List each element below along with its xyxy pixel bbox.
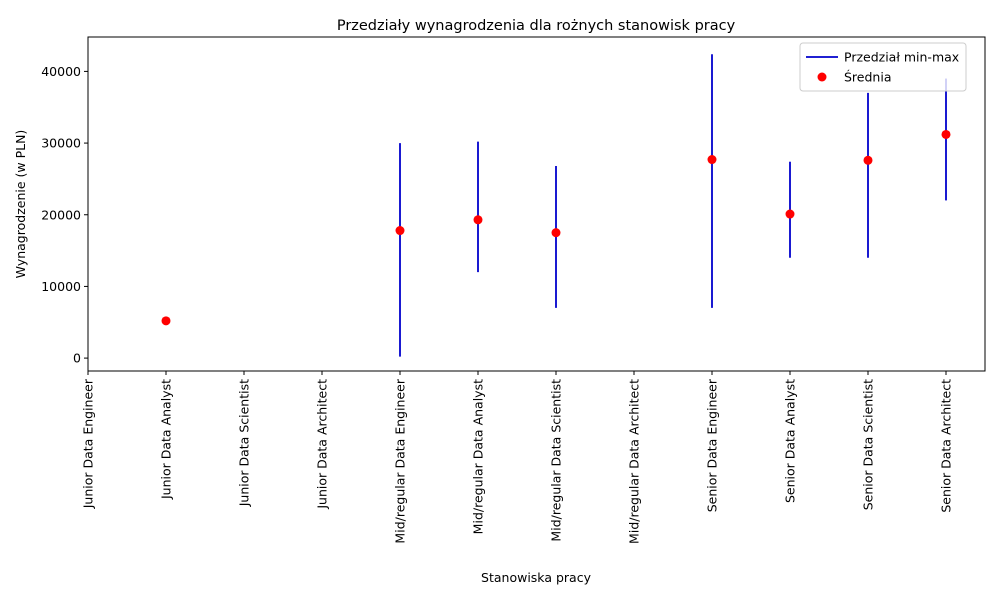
mean-point	[707, 155, 717, 165]
y-tick-label: 10000	[41, 279, 81, 294]
mean-point	[161, 316, 171, 326]
x-tick-label: Senior Data Analyst	[783, 379, 798, 503]
x-tick-label: Mid/regular Data Analyst	[471, 379, 486, 534]
x-axis-ticks: Junior Data Engineer Junior Data Analyst J…	[81, 371, 954, 544]
chart-title: Przedziały wynagrodzenia dla rożnych sta…	[337, 18, 736, 34]
mean-point	[395, 226, 405, 236]
mean-point	[941, 129, 951, 139]
x-tick-label: Junior Data Scientist	[237, 379, 252, 507]
y-axis-label: Wynagrodzenie (w PLN)	[13, 130, 28, 279]
y-tick-label: 30000	[41, 136, 81, 151]
axes-frame	[87, 36, 986, 372]
x-tick-label: Junior Data Architect	[315, 379, 330, 510]
x-tick-label: Mid/regular Data Architect	[627, 379, 642, 544]
mean-point	[785, 209, 795, 219]
mean-point	[551, 228, 561, 238]
y-tick-label: 40000	[41, 64, 81, 79]
y-tick-label: 0	[73, 351, 81, 366]
legend: Przedział min-max Średnia	[799, 42, 967, 92]
legend-range-label: Przedział min-max	[844, 50, 959, 65]
mean-point	[863, 155, 873, 165]
x-tick-label: Senior Data Architect	[939, 379, 954, 513]
x-tick-label: Junior Data Analyst	[159, 379, 174, 500]
x-tick-label: Junior Data Engineer	[81, 378, 96, 509]
x-tick-label: Mid/regular Data Engineer	[393, 378, 408, 543]
plot-area	[161, 54, 951, 357]
x-axis-label: Stanowiska pracy	[481, 570, 592, 585]
y-axis-ticks: 0 10000 20000 30000 40000	[41, 64, 88, 366]
x-tick-label: Senior Data Engineer	[705, 378, 720, 512]
legend-mean-label: Średnia	[844, 70, 891, 85]
legend-mean-swatch	[817, 72, 827, 82]
mean-point	[473, 215, 483, 225]
legend-box	[799, 42, 967, 92]
x-tick-label: Mid/regular Data Scientist	[549, 379, 564, 542]
y-tick-label: 20000	[41, 207, 81, 222]
x-tick-label: Senior Data Scientist	[861, 379, 876, 510]
